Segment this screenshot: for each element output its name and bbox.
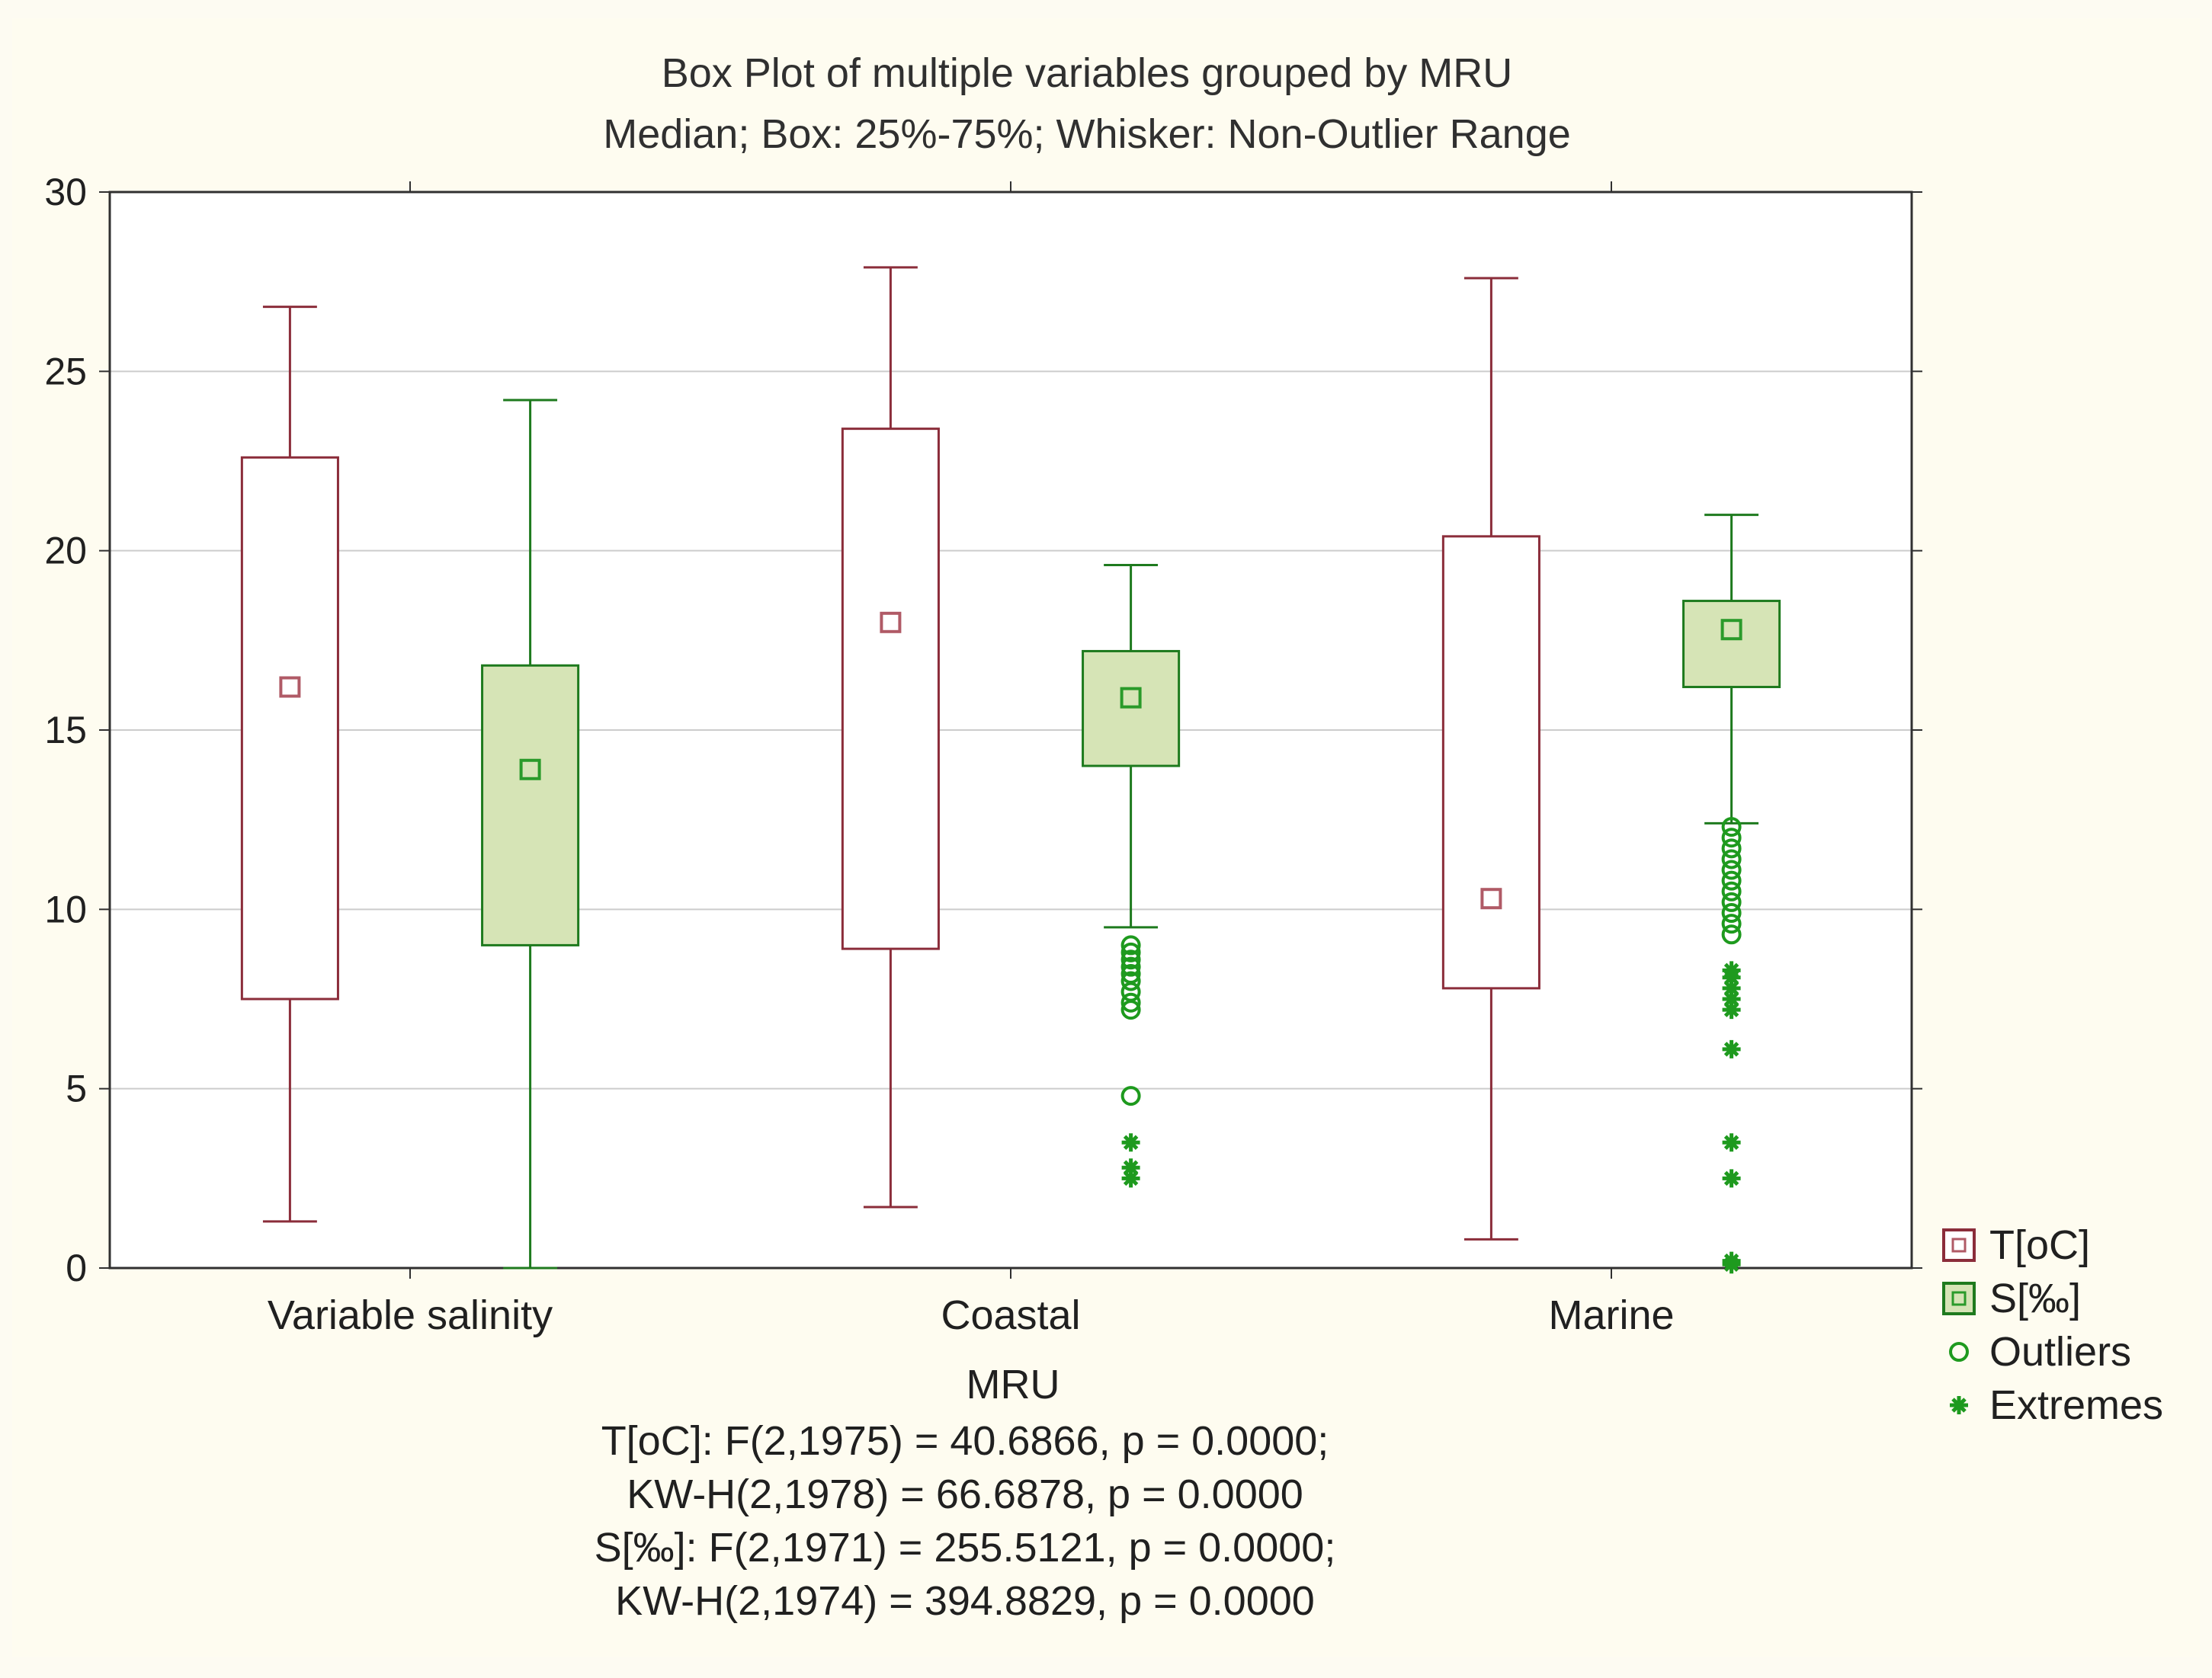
legend-label: S[‰] — [1989, 1276, 2081, 1321]
box-S-marine — [1682, 514, 1781, 1274]
y-tick-label: 15 — [44, 709, 87, 751]
median-marker — [880, 611, 902, 633]
extreme-point — [1722, 1169, 1741, 1188]
iqr-box — [841, 428, 940, 950]
y-tick-label: 25 — [44, 350, 87, 392]
outlier-point — [1120, 1000, 1141, 1020]
median-marker — [279, 676, 301, 698]
y-tick-label: 10 — [44, 888, 87, 930]
extreme-point — [1121, 1158, 1140, 1177]
box-plot-chart: Box Plot of multiple variables grouped b… — [44, 50, 2163, 1624]
box-S-variable-salinity — [481, 399, 580, 1270]
outlier-point — [1721, 838, 1742, 859]
outlier-point — [1721, 817, 1742, 837]
stat-line-2: KW-H(2,1978) = 66.6878, p = 0.0000 — [627, 1471, 1303, 1517]
legend-label: Outliers — [1989, 1329, 2131, 1375]
x-tick-label: Marine — [1548, 1292, 1674, 1338]
box-T-coastal — [841, 266, 940, 1209]
y-tick-label: 0 — [66, 1247, 87, 1289]
outlier-point — [1721, 881, 1742, 901]
stat-line-1: T[oC]: F(2,1975) = 40.6866, p = 0.0000; — [601, 1418, 1329, 1464]
chart-subtitle: Median; Box: 25%-75%; Whisker: Non-Outli… — [603, 111, 1571, 157]
iqr-box — [1682, 600, 1781, 689]
legend-item-box-T: T[oC] — [1942, 1222, 2090, 1268]
median-marker — [1480, 888, 1502, 910]
outlier-point — [1721, 870, 1742, 891]
outlier-point — [1120, 949, 1141, 970]
box-T-marine — [1441, 277, 1540, 1241]
plot-area: 0 5 10 15 20 25 30 Variable salinity Coastal Mari… — [44, 171, 1922, 1338]
legend-label: T[oC] — [1989, 1222, 2090, 1268]
extreme-point — [1722, 968, 1741, 987]
stat-line-3: S[‰]: F(2,1971) = 255.5121, p = 0.0000; — [595, 1525, 1336, 1571]
x-tick-label: Coastal — [941, 1292, 1080, 1338]
legend-swatch-T-inner — [1951, 1238, 1967, 1253]
extreme-point — [1722, 978, 1741, 998]
extreme-point — [1722, 1255, 1741, 1274]
legend-item-extreme: Extremes — [1950, 1382, 2163, 1428]
legend-swatch-S — [1942, 1282, 1976, 1315]
legend-label: Extremes — [1989, 1382, 2163, 1428]
outlier-point — [1721, 828, 1742, 848]
outlier-point — [1721, 924, 1742, 945]
chart-title: Box Plot of multiple variables grouped b… — [662, 50, 1513, 96]
x-tick-label: Variable salinity — [268, 1292, 553, 1338]
outlier-point — [1120, 956, 1141, 977]
chart-frame: Box Plot of multiple variables grouped b… — [12, 18, 2200, 1657]
outlier-point — [1120, 992, 1141, 1013]
legend: T[oC] S[‰] Outliers Extremes — [1942, 1222, 2163, 1428]
iqr-box — [1441, 535, 1540, 990]
y-tick-label: 5 — [66, 1068, 87, 1110]
y-tick-label: 20 — [44, 530, 87, 572]
extreme-point — [1722, 1039, 1741, 1058]
extreme-point — [1722, 1001, 1741, 1020]
outlier-point — [1120, 1086, 1141, 1106]
outlier-point — [1721, 903, 1742, 924]
legend-swatch-extreme — [1950, 1396, 1968, 1414]
extreme-point — [1722, 990, 1741, 1008]
outlier-point — [1120, 971, 1141, 991]
outlier-point — [1120, 942, 1141, 962]
median-marker — [519, 758, 541, 780]
x-axis-title: MRU — [967, 1362, 1060, 1407]
outlier-point — [1721, 860, 1742, 880]
outlier-point — [1721, 914, 1742, 934]
legend-item-box-S: S[‰] — [1942, 1276, 2081, 1321]
legend-swatch-outlier — [1949, 1342, 1969, 1362]
extreme-point — [1722, 1133, 1741, 1152]
legend-swatch-T — [1942, 1228, 1976, 1262]
extreme-point — [1121, 1169, 1140, 1188]
iqr-box — [1082, 649, 1181, 767]
outlier-point — [1120, 935, 1141, 956]
median-marker — [1720, 619, 1742, 641]
y-tick-label: 30 — [44, 171, 87, 213]
box-T-variable-salinity — [240, 306, 339, 1223]
extreme-point — [1121, 1133, 1140, 1152]
box-S-coastal — [1082, 563, 1181, 1188]
iqr-box — [240, 456, 339, 1001]
median-marker — [1120, 687, 1142, 709]
legend-item-outlier: Outliers — [1949, 1329, 2131, 1375]
legend-swatch-S-inner — [1951, 1291, 1967, 1306]
iqr-box — [481, 664, 580, 946]
stat-line-4: KW-H(2,1974) = 394.8829, p = 0.0000 — [615, 1578, 1315, 1624]
outlier-point — [1721, 849, 1742, 869]
outlier-point — [1721, 892, 1742, 912]
